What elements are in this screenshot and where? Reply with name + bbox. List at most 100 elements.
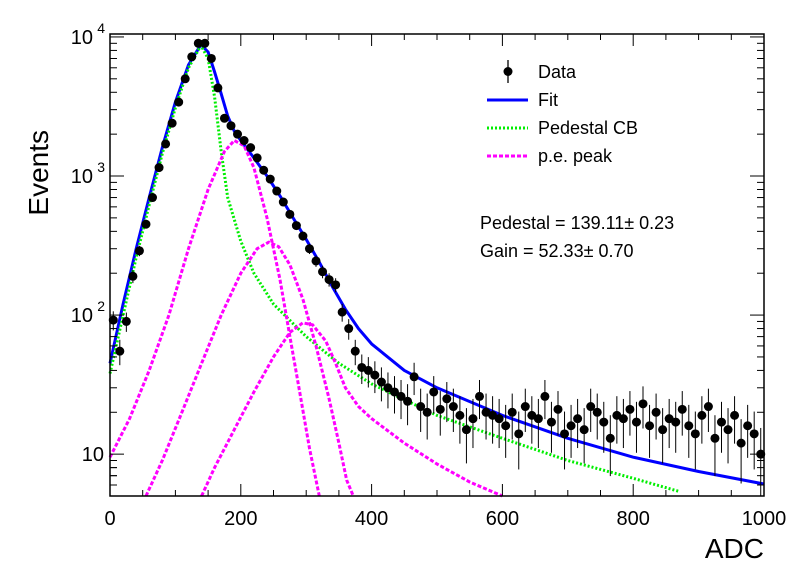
data-point — [265, 174, 275, 184]
data-point — [291, 221, 301, 231]
data-point — [651, 407, 661, 417]
data-point — [435, 404, 445, 414]
x-tick-label: 1000 — [742, 508, 787, 530]
data-point — [128, 271, 138, 281]
data-point — [579, 425, 589, 435]
data-point — [370, 370, 380, 380]
data-point — [278, 197, 288, 207]
data-point — [461, 425, 471, 435]
data-point — [645, 421, 655, 431]
y-tick-label: 10 — [82, 444, 104, 466]
data-point — [376, 377, 386, 387]
data-point — [259, 165, 269, 175]
data-point — [350, 346, 360, 356]
data-point — [324, 275, 334, 285]
data-point — [148, 193, 158, 203]
data-point — [285, 209, 295, 219]
data-point — [710, 433, 720, 443]
data-point — [566, 421, 576, 431]
data-point — [363, 365, 373, 375]
data-point — [671, 417, 681, 427]
x-tick-label: 200 — [224, 508, 257, 530]
legend-label-pedestal: Pedestal CB — [538, 118, 638, 138]
data-point — [108, 315, 118, 325]
x-tick-label: 400 — [355, 508, 388, 530]
legend-item-pe-peak: p.e. peak — [487, 146, 613, 166]
data-point — [239, 136, 249, 146]
data-point — [429, 387, 439, 397]
data-point — [219, 113, 229, 123]
data-point — [246, 143, 256, 153]
data-point — [553, 404, 563, 414]
annotation-gain: Gain = 52.33± 0.70 — [480, 241, 634, 261]
curve-p-e-peak-1 — [108, 139, 321, 497]
data-point — [716, 417, 726, 427]
data-point — [455, 410, 465, 420]
data-point — [187, 52, 197, 62]
legend-label-data: Data — [538, 62, 577, 82]
data-point — [403, 396, 413, 406]
data-point — [331, 280, 341, 290]
data-point — [494, 414, 504, 424]
data-point — [193, 38, 203, 48]
annotation-pedestal: Pedestal = 139.11± 0.23 — [480, 213, 674, 233]
data-point — [540, 391, 550, 401]
y-tick-label: 10 — [71, 305, 93, 327]
legend-data-marker — [503, 67, 513, 76]
x-tick-label: 600 — [486, 508, 519, 530]
data-point — [638, 399, 648, 409]
data-point — [252, 153, 262, 163]
data-point — [546, 417, 556, 427]
data-point — [586, 402, 596, 412]
data-point — [749, 429, 759, 439]
data-point — [730, 410, 740, 420]
data-point — [560, 429, 570, 439]
data-point — [389, 387, 399, 397]
data-point — [533, 414, 543, 424]
data-point — [121, 316, 131, 326]
data-point — [298, 231, 308, 241]
data-point — [337, 307, 347, 317]
data-point — [618, 414, 628, 424]
x-tick-label: 0 — [104, 508, 115, 530]
y-axis-title: Events — [23, 130, 54, 216]
data-point — [422, 407, 432, 417]
data-point — [468, 414, 478, 424]
y-tick-exponent: 3 — [97, 159, 105, 175]
data-point — [226, 121, 236, 131]
data-point — [233, 129, 243, 139]
legend-item-data: Data — [503, 60, 577, 83]
data-point — [174, 97, 184, 107]
data-point — [736, 438, 746, 448]
data-point — [507, 407, 517, 417]
data-point — [723, 425, 733, 435]
data-point — [697, 410, 707, 420]
data-point — [416, 402, 426, 412]
data-point — [684, 421, 694, 431]
data-point — [690, 429, 700, 439]
data-point — [272, 186, 282, 196]
data-point — [442, 394, 452, 404]
data-point — [409, 372, 419, 382]
data-point — [743, 421, 753, 431]
data-point — [605, 433, 615, 443]
data-point — [625, 404, 635, 414]
data-point — [304, 244, 314, 254]
data-point — [573, 414, 583, 424]
data-point — [514, 429, 524, 439]
data-point — [396, 391, 406, 401]
legend-label-pe-peak: p.e. peak — [538, 146, 613, 166]
data-point — [213, 83, 223, 93]
x-tick-label: 800 — [617, 508, 650, 530]
data-point — [141, 219, 151, 229]
curve-p-e-peak-2 — [144, 240, 355, 497]
data-point — [318, 267, 328, 277]
data-point — [475, 391, 485, 401]
data-point — [154, 163, 164, 173]
legend: Data Fit Pedestal CB p.e. peak — [487, 60, 638, 166]
y-tick-label: 10 — [71, 166, 93, 188]
data-point — [115, 346, 125, 356]
